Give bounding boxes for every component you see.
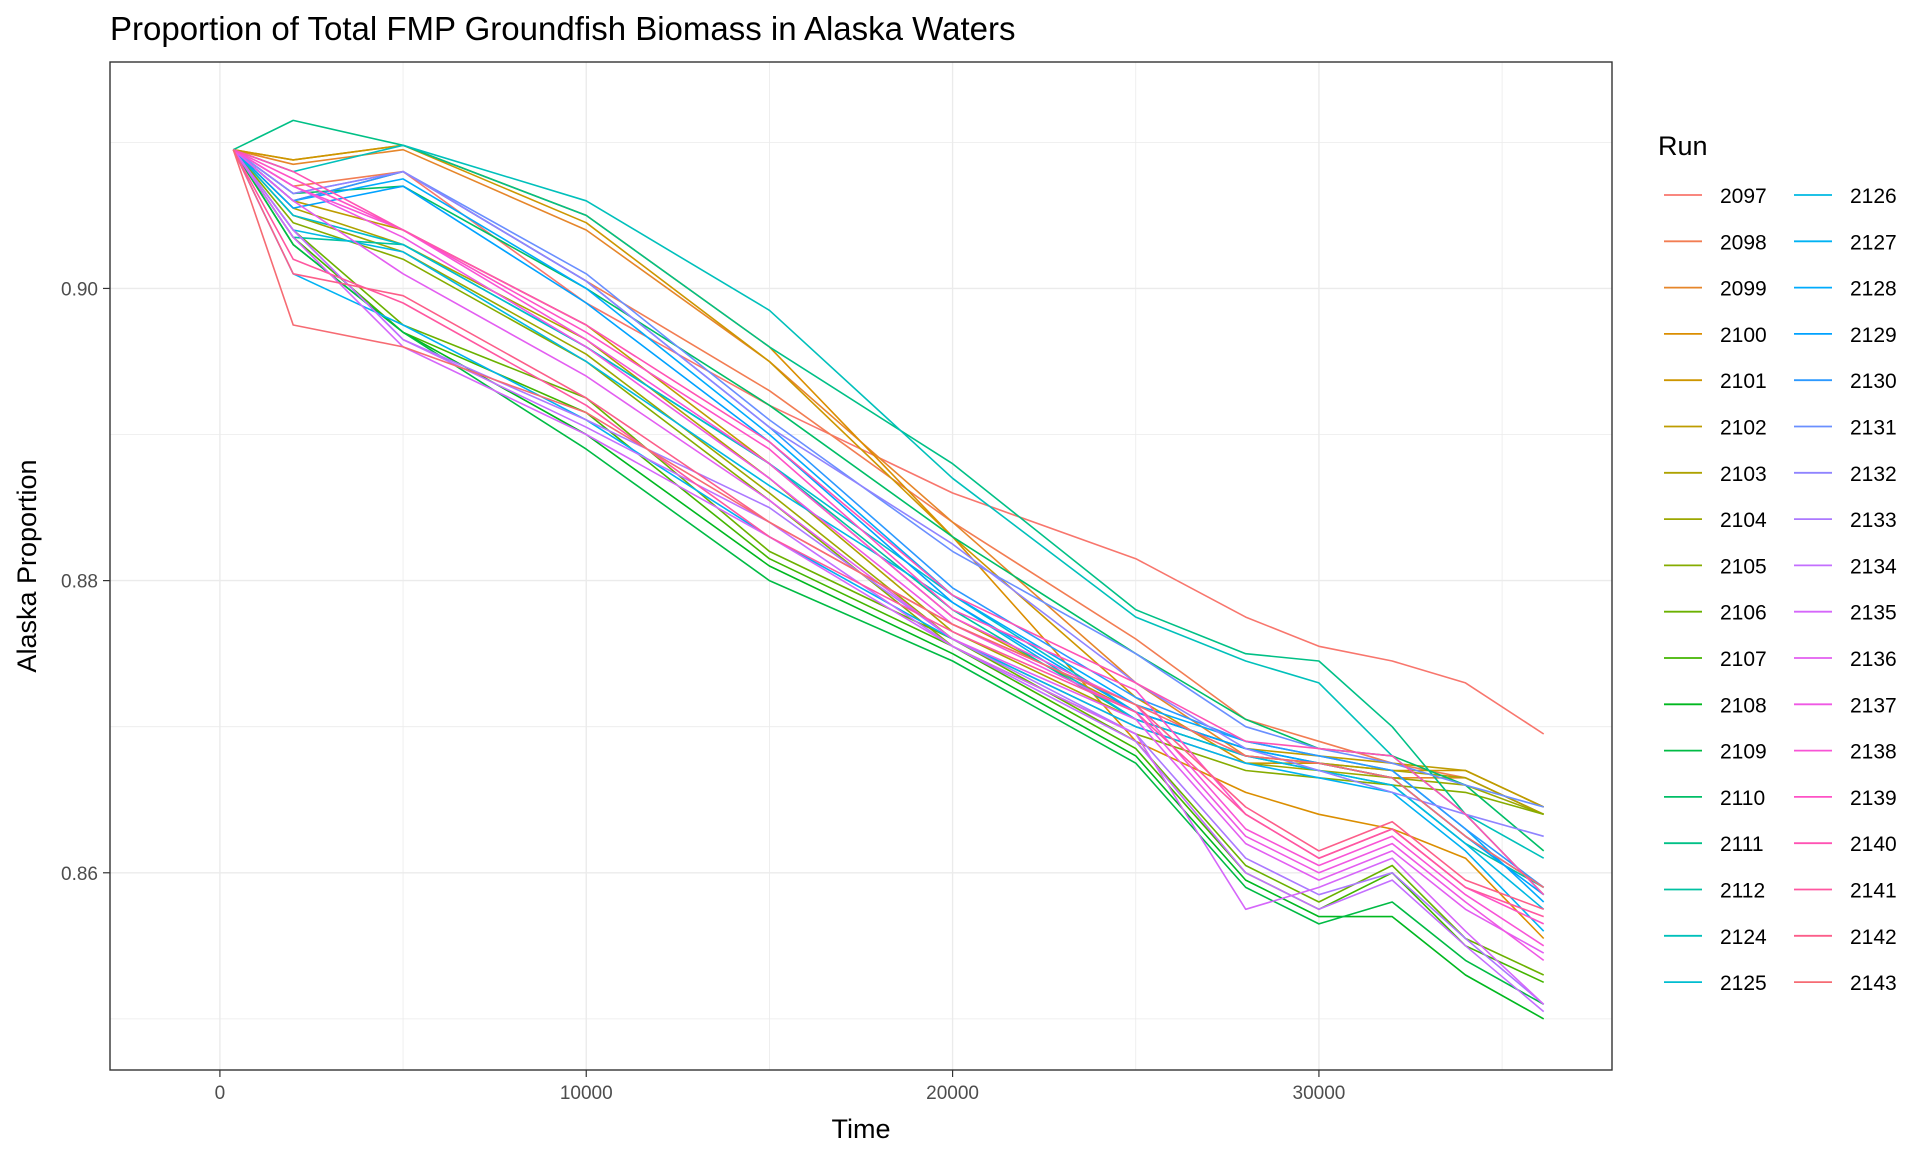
legend-label-2130: 2130 (1850, 370, 1897, 393)
x-tick-label: 0 (215, 1083, 226, 1104)
legend-label-2132: 2132 (1850, 463, 1897, 486)
legend-label-2134: 2134 (1850, 555, 1897, 578)
series-line-2101 (233, 144, 1545, 808)
series-line-2110 (232, 149, 1545, 852)
y-tick-label: 0.90 (61, 279, 98, 300)
series-line-2134 (232, 149, 1545, 1013)
legend-label-2102: 2102 (1720, 417, 1767, 440)
x-tick-label: 10000 (560, 1083, 613, 1104)
legend-label-2112: 2112 (1720, 880, 1765, 903)
legend-label-2137: 2137 (1850, 694, 1897, 717)
series-line-2143 (232, 149, 1545, 889)
legend-label-2107: 2107 (1720, 648, 1767, 671)
legend-label-2106: 2106 (1720, 602, 1767, 625)
legend: Run 2097 2098 2099 2100 2101 2102 2103 2104 2105… (1658, 131, 1897, 995)
legend-label-2111: 2111 (1720, 833, 1764, 856)
series-line-2140 (233, 148, 1545, 896)
series-lines (232, 119, 1545, 1020)
legend-label-2143: 2143 (1850, 972, 1897, 995)
legend-label-2133: 2133 (1850, 509, 1897, 532)
legend-label-2136: 2136 (1850, 648, 1897, 671)
y-axis-title: Alaska Proportion (12, 459, 42, 672)
series-line-2137 (232, 149, 1545, 962)
series-line-2130 (232, 149, 1545, 889)
legend-label-2139: 2139 (1850, 787, 1897, 810)
series-line-2135 (232, 149, 1545, 1005)
y-tick-label: 0.88 (61, 572, 98, 593)
legend-label-2104: 2104 (1720, 509, 1767, 532)
legend-label-2142: 2142 (1850, 926, 1897, 949)
chart-title: Proportion of Total FMP Groundfish Bioma… (110, 10, 1015, 47)
legend-label-2124: 2124 (1720, 926, 1767, 949)
series-line-2138 (232, 149, 1545, 947)
legend-label-2129: 2129 (1850, 324, 1897, 347)
legend-title: Run (1658, 131, 1708, 161)
series-line-2141 (232, 149, 1544, 918)
legend-label-2127: 2127 (1850, 231, 1897, 254)
series-line-2136 (232, 149, 1545, 954)
legend-label-2109: 2109 (1720, 741, 1767, 764)
legend-label-2138: 2138 (1850, 741, 1897, 764)
series-line-2103 (232, 149, 1545, 816)
plot-border (109, 61, 1613, 1071)
series-line-2132 (232, 149, 1544, 838)
legend-label-2099: 2099 (1720, 278, 1767, 301)
x-tick-label: 20000 (926, 1083, 979, 1104)
y-tick-label: 0.86 (61, 864, 98, 885)
axes: 0 10000 20000 30000 0.86 0.88 0.90 (61, 61, 1613, 1104)
legend-label-2100: 2100 (1720, 324, 1767, 347)
legend-label-2125: 2125 (1720, 972, 1767, 995)
legend-label-2141: 2141 (1850, 880, 1897, 903)
legend-label-2128: 2128 (1850, 278, 1897, 301)
legend-label-2131: 2131 (1850, 417, 1897, 440)
legend-label-2097: 2097 (1720, 185, 1767, 208)
series-line-2109 (232, 149, 1545, 1005)
legend-label-2140: 2140 (1850, 833, 1897, 856)
legend-label-2110: 2110 (1720, 787, 1765, 810)
legend-label-2135: 2135 (1850, 602, 1897, 625)
legend-label-2103: 2103 (1720, 463, 1767, 486)
legend-label-2101: 2101 (1720, 370, 1767, 393)
legend-label-2126: 2126 (1850, 185, 1897, 208)
legend-label-2108: 2108 (1720, 694, 1767, 717)
legend-label-2098: 2098 (1720, 231, 1767, 254)
series-line-2111 (232, 119, 1545, 896)
x-tick-label: 30000 (1293, 1083, 1346, 1104)
x-axis-title: Time (832, 1114, 891, 1144)
legend-label-2105: 2105 (1720, 555, 1767, 578)
series-line-2127 (232, 149, 1545, 932)
